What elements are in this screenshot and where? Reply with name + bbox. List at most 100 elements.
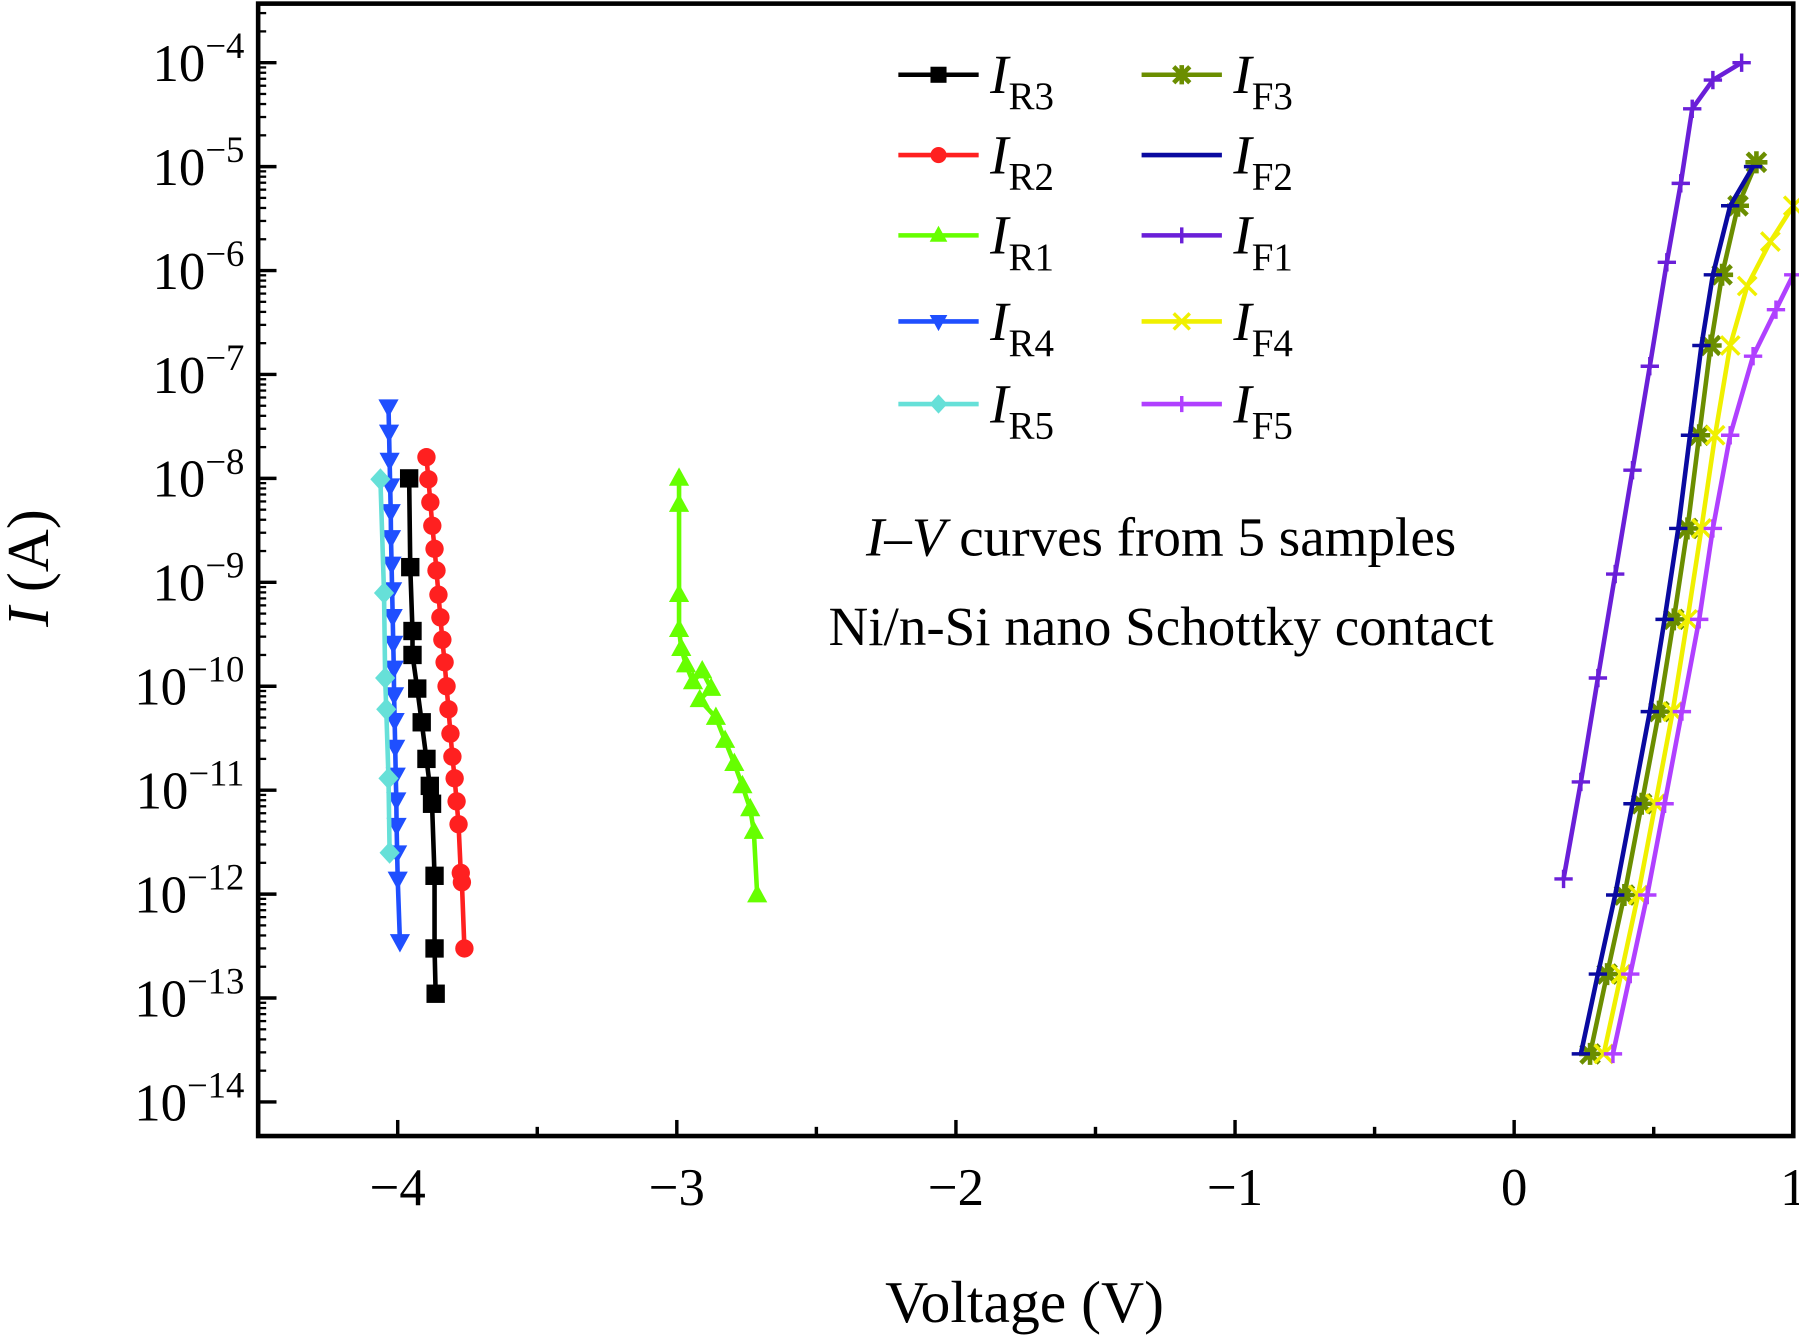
data-point [425,539,444,559]
data-point [447,792,466,811]
data-point [1662,608,1685,631]
legend-label: IF2 [1232,124,1293,198]
plot-frame [255,1,1796,1139]
data-point [929,394,948,414]
data-point [384,712,405,732]
annotation-body: Ni/n-Si nano Schottky contact [828,596,1493,657]
data-point [1721,426,1740,445]
data-point [671,637,692,656]
data-point [1719,335,1741,356]
legend-item-r5: IR5 [898,373,1054,447]
data-point [1688,424,1711,447]
data-point [1638,885,1657,905]
x-axis-label: Voltage (V) [885,1269,1164,1335]
series-line [1587,161,1759,1055]
data-point [380,504,401,523]
x-tick-label: −3 [649,1159,705,1217]
y-tick-base: 10 [134,866,187,924]
data-point [431,608,450,627]
data-point [1732,53,1751,72]
y-tick-label: 10−13 [134,960,244,1028]
legend-label: IF1 [1232,205,1293,279]
data-point [1691,518,1712,539]
data-point [1623,460,1642,480]
x-tick-label: 1 [1780,1159,1799,1217]
data-point [1648,700,1671,723]
data-point [1759,231,1781,252]
legend-label-main: I [989,44,1011,105]
data-point [445,769,464,788]
data-point [386,817,407,837]
data-point [408,679,427,698]
y-tick-exponent: −9 [205,545,244,586]
data-point [1554,869,1573,889]
data-point [724,752,745,771]
legend-label: IR3 [989,44,1054,118]
data-point [370,468,391,491]
data-point [1676,517,1699,540]
data-point [747,883,768,903]
data-point [929,225,948,242]
legend-label: IF4 [1232,291,1293,365]
data-point [387,871,408,890]
data-point [420,776,439,796]
legend-label-sub: R3 [1008,75,1054,118]
legend-label: IR5 [989,373,1054,447]
data-point [929,315,948,332]
legend-label: IF3 [1232,44,1293,118]
data-point [455,939,474,958]
data-point [668,583,690,603]
data-point [421,493,440,512]
data-point [433,630,452,649]
data-point [399,469,419,488]
data-point [1766,300,1786,319]
y-tick-label: 10−5 [153,129,245,197]
data-point [1571,772,1591,792]
legend-label-main: I [1232,205,1254,266]
y-tick-base: 10 [153,555,206,613]
data-point [452,873,472,892]
y-tick-base: 10 [134,1074,187,1132]
legend-label-sub: R1 [1008,236,1054,279]
legend-label-main: I [989,205,1011,266]
series-line [406,478,438,994]
legend-label-main: I [1232,373,1254,434]
data-point [385,739,406,759]
data-point [425,866,444,885]
data-point [373,581,395,604]
annotation-italic: I–V [865,506,951,567]
y-tick-exponent: −10 [187,649,244,690]
y-axis-label-unit: (A) [0,509,61,607]
x-tick-label: −2 [928,1159,984,1217]
data-point [419,470,438,489]
data-point [1657,253,1677,272]
data-point [1172,65,1192,85]
legend-label-sub: R2 [1008,155,1054,198]
data-point [389,934,411,953]
data-point [1745,151,1768,174]
y-tick-label: 10−11 [136,753,245,821]
x-tick-label: 0 [1501,1159,1527,1217]
legend-item-f3: IF3 [1141,44,1293,118]
legend-label-main: I [1232,291,1254,352]
series-f3 [1579,151,1768,1065]
data-point [1711,263,1734,286]
data-point [732,774,753,794]
data-point [423,516,442,535]
data-point [417,749,436,769]
y-tick-exponent: −6 [205,233,244,274]
y-tick-exponent: −12 [187,857,244,898]
legend-label: IR1 [989,205,1054,279]
y-tick-base: 10 [153,451,206,509]
data-point [668,493,690,512]
series-line [1578,165,1756,1055]
data-point [1690,610,1709,629]
y-axis-label: I (A) [0,509,61,628]
y-tick-exponent: −13 [187,960,244,1001]
y-tick-exponent: −4 [205,25,244,66]
data-point [1603,1044,1623,1064]
data-point [381,556,402,576]
legend-label-main: I [989,373,1011,434]
data-point [1671,174,1690,193]
